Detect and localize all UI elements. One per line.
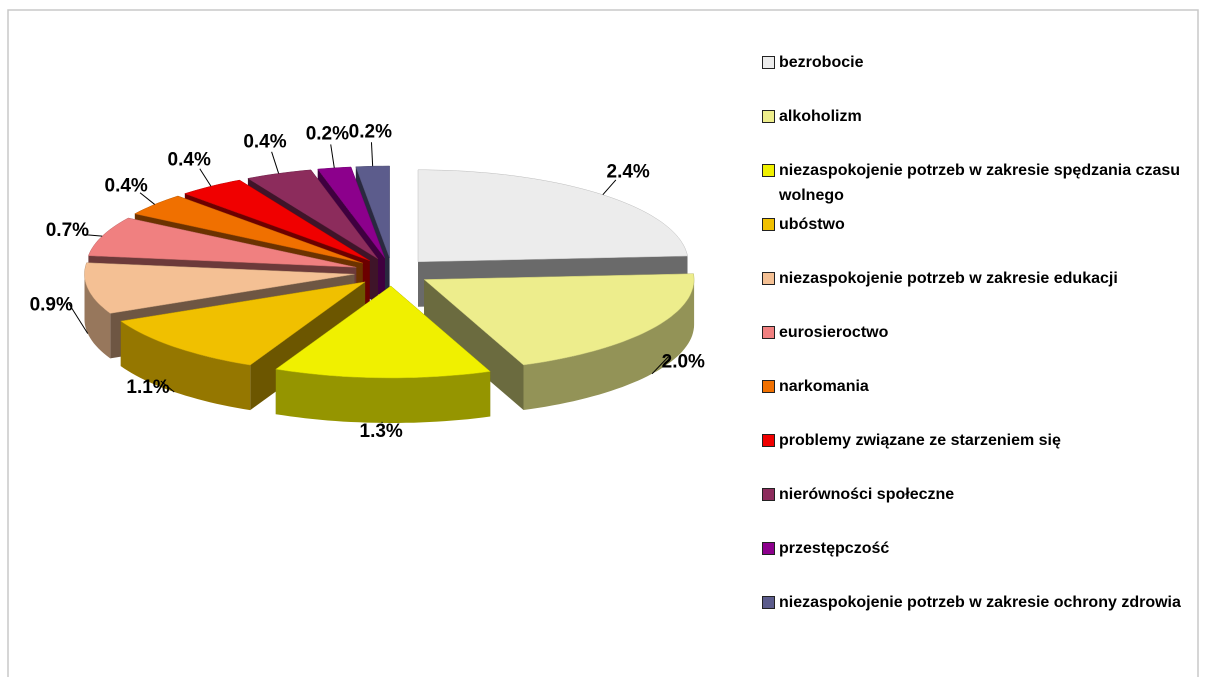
data-label: 0.4% (105, 175, 148, 196)
data-label: 1.1% (126, 377, 169, 398)
legend-label: przestępczość (779, 540, 890, 557)
legend-swatch (762, 110, 775, 123)
data-label: 0.7% (46, 220, 89, 241)
slice-wall (275, 369, 491, 423)
legend-label: niezaspokojenie potrzeb w zakresie eduka… (779, 270, 1118, 287)
legend-label: narkomania (779, 378, 869, 395)
slice (417, 169, 688, 263)
data-label: 0.4% (243, 132, 286, 153)
leader-line (370, 142, 374, 167)
legend-swatch (762, 542, 775, 555)
leader-line (68, 303, 89, 334)
legend-item: bezrobocie (762, 50, 1192, 75)
legend-label: alkoholizm (779, 108, 862, 125)
leader-line (651, 356, 669, 375)
legend-swatch (762, 488, 775, 501)
chart-frame (7, 9, 1199, 677)
legend-item: niezaspokojenie potrzeb w zakresie eduka… (762, 266, 1192, 291)
data-label: 2.0% (662, 351, 705, 372)
slice (317, 166, 386, 259)
leader-line (602, 179, 617, 196)
legend-item: alkoholizm (762, 104, 1192, 129)
legend-swatch (762, 272, 775, 285)
leader-line (381, 421, 383, 424)
data-label: 2.4% (607, 162, 650, 183)
slice-wall (84, 274, 111, 359)
legend-label: niezaspokojenie potrzeb w zakresie spędz… (779, 162, 1181, 204)
legend-item: przestępczość (762, 536, 1192, 561)
legend-item: ubóstwo (762, 212, 1192, 237)
slice-wall (523, 279, 695, 410)
legend-label: ubóstwo (779, 216, 845, 233)
slice (247, 169, 379, 260)
slice (84, 262, 355, 314)
slice (120, 281, 366, 366)
data-label: 1.3% (360, 421, 403, 442)
legend-item: niezaspokojenie potrzeb w zakresie spędz… (762, 158, 1192, 208)
legend-label: problemy związane ze starzeniem się (779, 432, 1061, 449)
legend-item: nierówności społeczne (762, 482, 1192, 507)
data-label: 0.2% (306, 124, 349, 145)
leader-line (330, 144, 335, 168)
data-label: 0.4% (168, 150, 211, 171)
legend-swatch (762, 380, 775, 393)
legend-swatch (762, 56, 775, 69)
legend-item: niezaspokojenie potrzeb w zakresie ochro… (762, 590, 1192, 615)
legend-item: eurosieroctwo (762, 320, 1192, 345)
leader-line (160, 380, 175, 393)
legend-swatch (762, 434, 775, 447)
leader-line (139, 192, 155, 205)
slice (423, 273, 695, 366)
legend-label: niezaspokojenie potrzeb w zakresie ochro… (779, 594, 1181, 611)
legend-label: bezrobocie (779, 54, 864, 71)
legend-item: problemy związane ze starzeniem się (762, 428, 1192, 453)
data-label: 0.2% (349, 121, 392, 142)
data-label: 0.9% (30, 294, 73, 315)
legend-label: nierówności społeczne (779, 486, 955, 503)
legend-swatch (762, 164, 775, 177)
slice (275, 285, 491, 379)
legend-label: eurosieroctwo (779, 324, 889, 341)
legend-item: narkomania (762, 374, 1192, 399)
leader-line (271, 151, 280, 174)
slice-side (424, 279, 524, 410)
leader-line (199, 168, 212, 187)
slice (88, 217, 357, 268)
slice-wall (120, 321, 251, 411)
legend-swatch (762, 326, 775, 339)
legend-swatch (762, 218, 775, 231)
legend-swatch (762, 596, 775, 609)
leader-line (84, 234, 103, 237)
